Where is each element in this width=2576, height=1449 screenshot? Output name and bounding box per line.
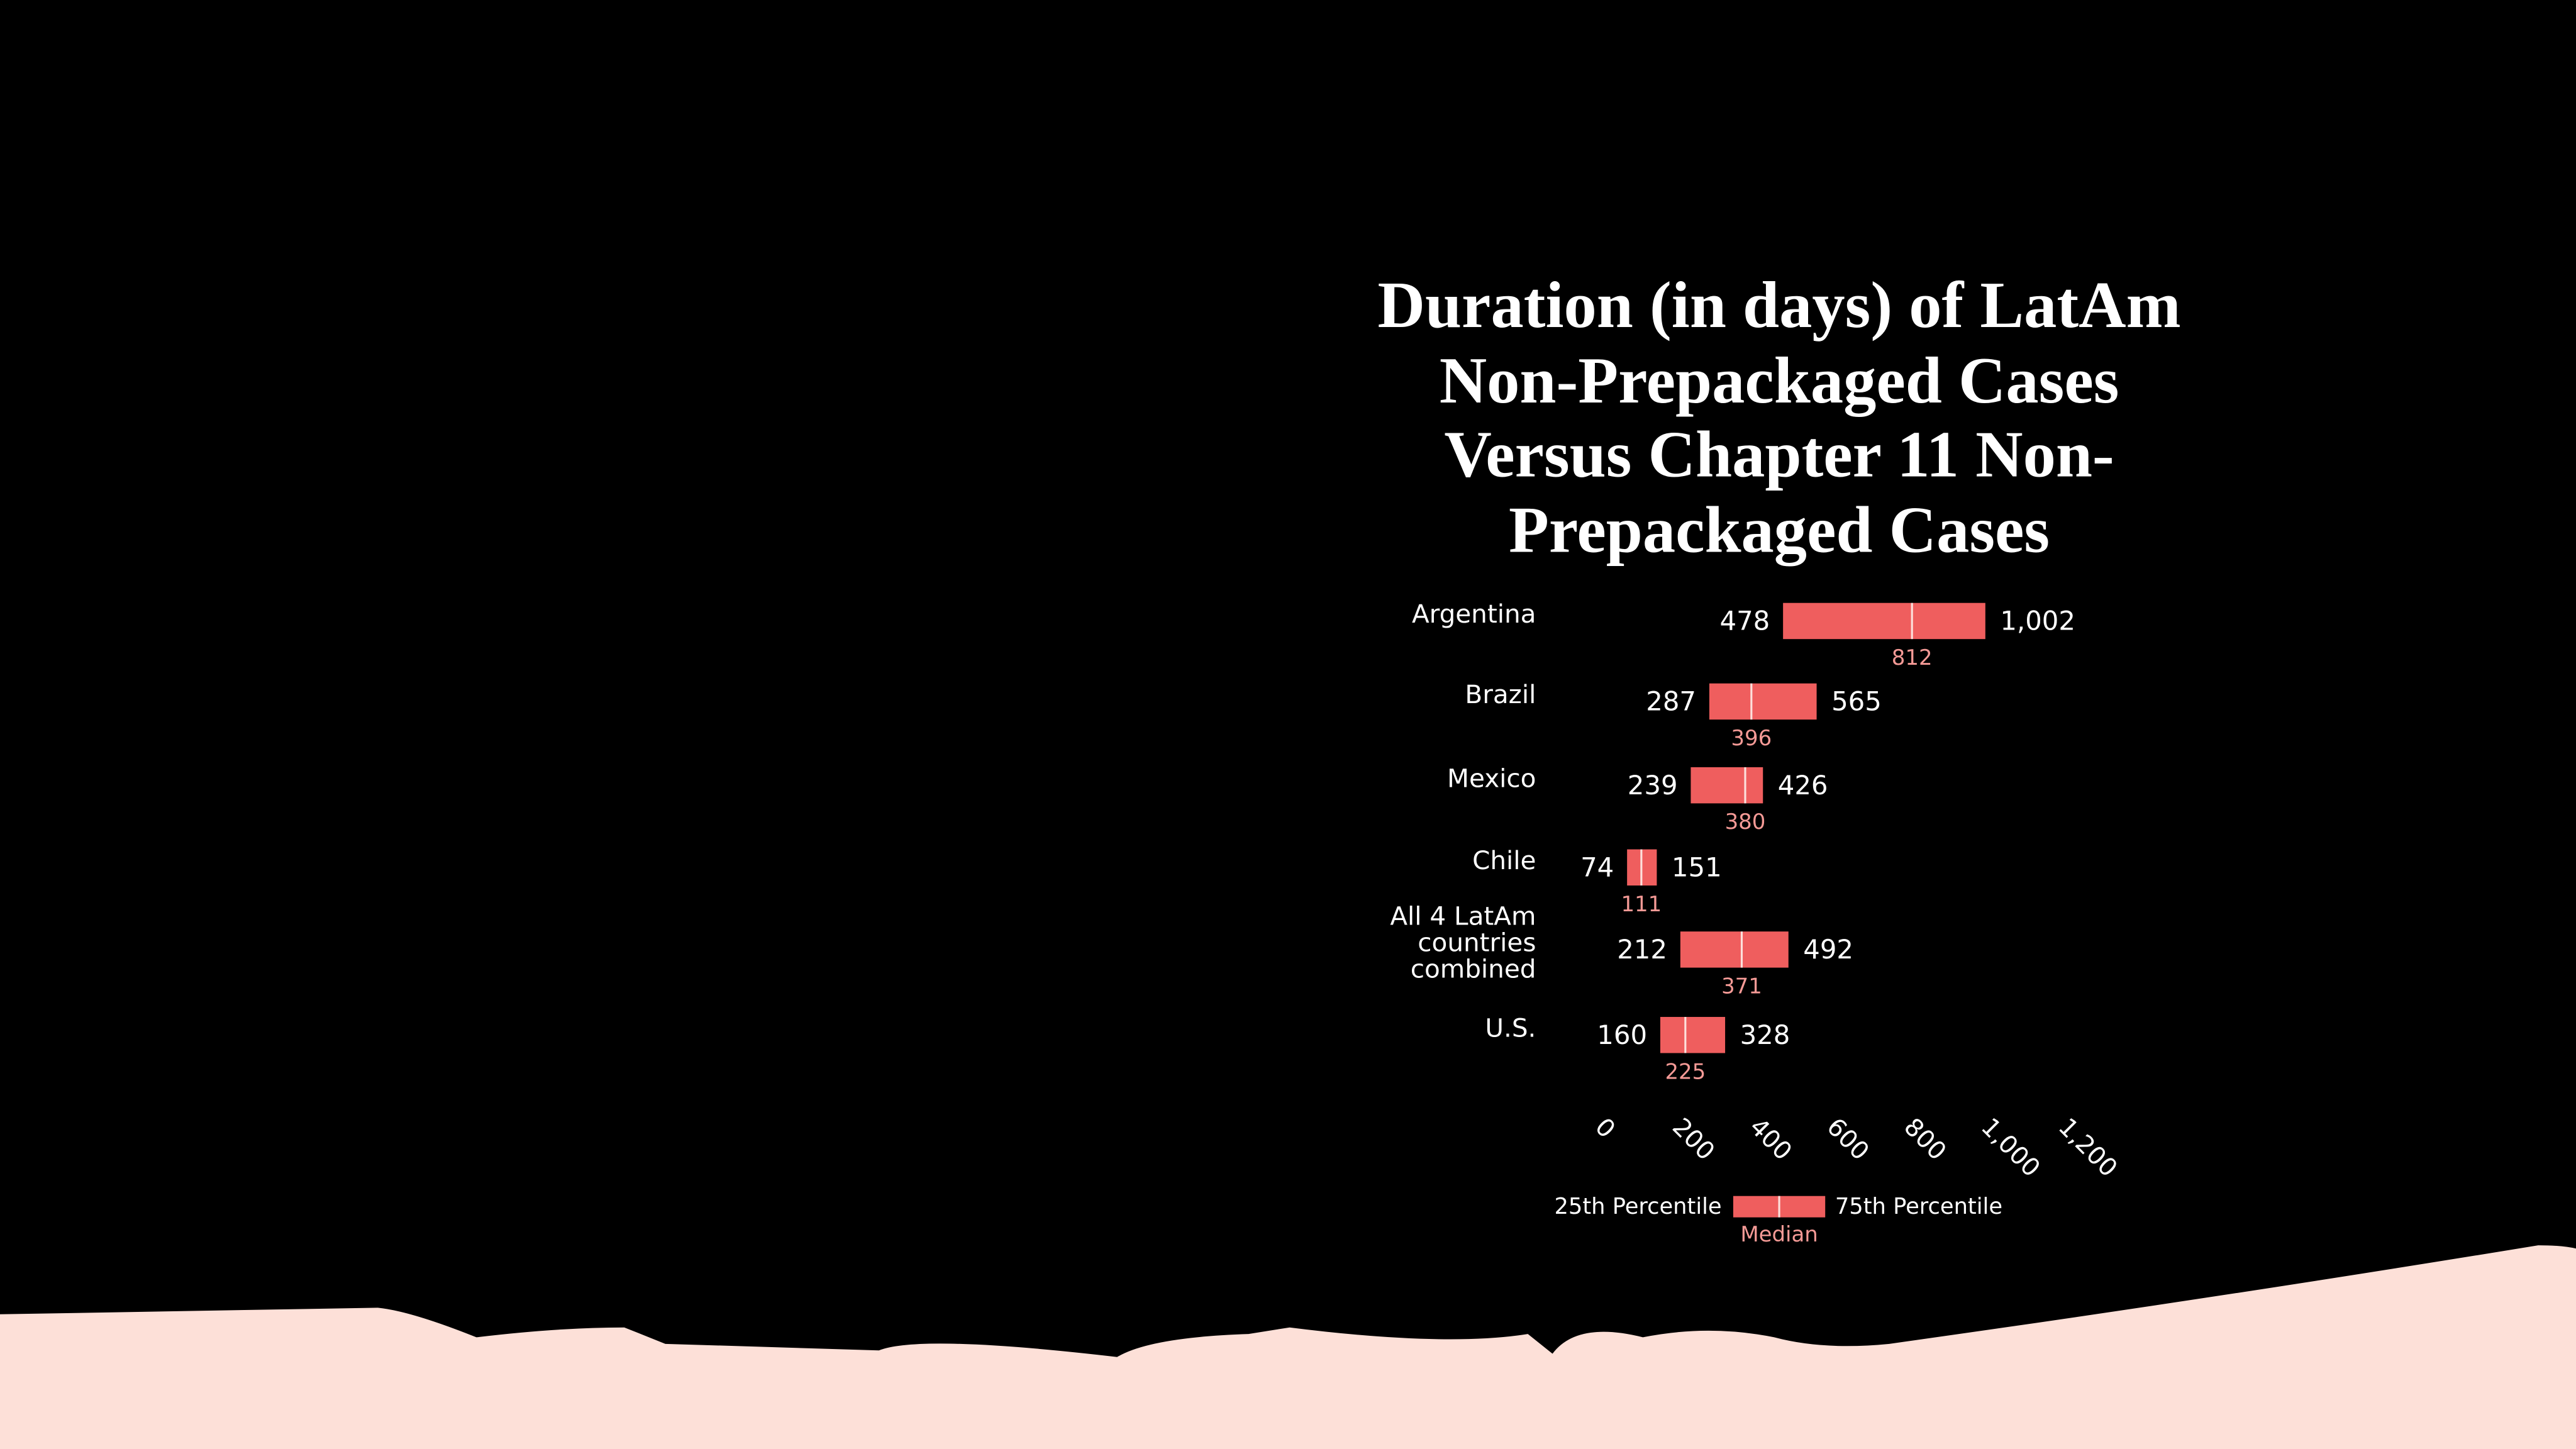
range-bar <box>1680 931 1789 968</box>
x-tick-label: 400 <box>1744 1113 1797 1166</box>
range-bar <box>1783 602 1985 640</box>
x-tick-label: 200 <box>1667 1113 1720 1166</box>
high-label: 1,002 <box>2000 606 2075 636</box>
x-tick-label: 1,000 <box>1975 1113 2045 1182</box>
category-label: Mexico <box>1447 763 1536 794</box>
landscape <box>0 1245 2576 1449</box>
low-label: 160 <box>1597 1019 1647 1050</box>
range-bar <box>1660 1016 1726 1053</box>
legend-label: 25th Percentile <box>1554 1194 1721 1219</box>
low-label: 74 <box>1580 852 1614 882</box>
legend-label: Median <box>1740 1222 1818 1247</box>
range-bar <box>1709 683 1817 720</box>
category-label: U.S. <box>1485 1013 1536 1043</box>
median-label: 380 <box>1725 809 1766 835</box>
low-label: 478 <box>1719 606 1770 636</box>
x-tick-label: 800 <box>1898 1113 1951 1166</box>
median-label: 371 <box>1721 974 1762 999</box>
low-label: 239 <box>1628 770 1678 801</box>
range-bar <box>1690 767 1763 804</box>
category-label: Brazil <box>1465 680 1536 710</box>
category-label: All 4 LatAm countries combined <box>1390 902 1536 984</box>
x-tick-label: 600 <box>1821 1113 1875 1166</box>
median-label: 396 <box>1731 726 1772 751</box>
chart-title: Duration (in days) of LatAm Non-Prepacka… <box>1377 267 2181 566</box>
category-label: Argentina <box>1411 599 1536 630</box>
low-label: 287 <box>1646 686 1696 717</box>
x-tick-label: 0 <box>1589 1113 1620 1143</box>
median-label: 225 <box>1665 1059 1706 1084</box>
x-tick-label: 1,200 <box>2053 1113 2123 1182</box>
high-label: 565 <box>1831 686 1882 717</box>
high-label: 151 <box>1672 852 1722 882</box>
category-label: Chile <box>1472 846 1536 876</box>
median-label: 812 <box>1892 645 1933 670</box>
high-label: 426 <box>1778 770 1828 801</box>
low-label: 212 <box>1617 934 1667 965</box>
high-label: 328 <box>1740 1019 1790 1050</box>
median-label: 111 <box>1621 892 1662 917</box>
legend-label: 75th Percentile <box>1835 1194 2002 1219</box>
high-label: 492 <box>1803 934 1853 965</box>
